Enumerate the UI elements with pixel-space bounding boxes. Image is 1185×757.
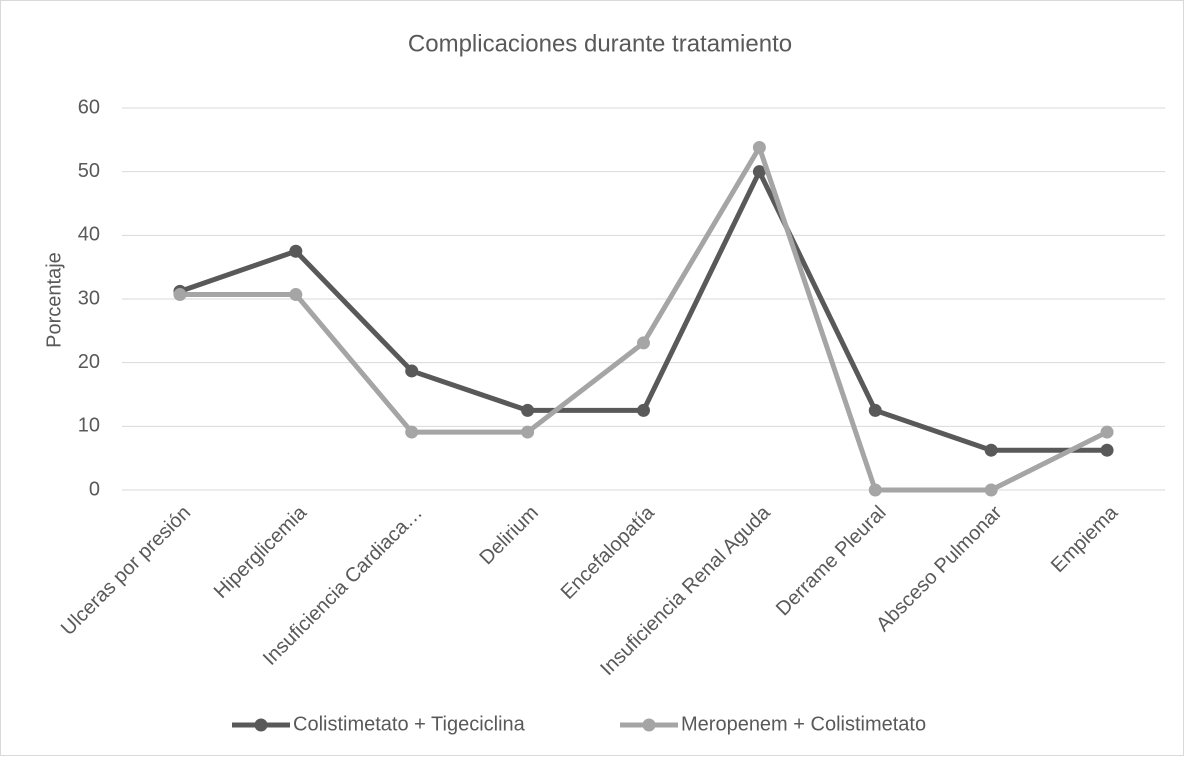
legend-label: Colistimetato + Tigeciclina [293,713,526,735]
y-tick-label: 60 [78,96,100,118]
chart-title: Complicaciones durante tratamiento [408,30,792,57]
point-marker [637,336,650,350]
point-marker [521,425,535,439]
legend-marker [254,718,268,732]
point-marker [868,483,882,497]
point-marker [289,288,303,302]
point-marker [173,288,187,302]
y-tick-label: 20 [78,351,100,373]
legend-marker [642,718,656,732]
y-axis-title: Porcentaje [43,252,65,348]
point-marker [405,425,419,439]
point-marker [405,364,419,378]
point-marker [752,165,766,179]
point-marker [1100,443,1114,457]
point-marker [984,443,998,457]
y-tick-label: 30 [78,287,100,309]
y-tick-label: 40 [78,224,100,246]
point-marker [868,403,882,417]
legend-label: Meropenem + Colistimetato [681,713,926,735]
point-marker [289,244,303,258]
point-marker [984,483,998,497]
y-tick-label: 10 [78,415,100,437]
point-marker [521,403,535,417]
point-marker [637,403,650,417]
point-marker [1100,425,1114,439]
point-marker [752,140,766,154]
y-tick-label: 0 [89,478,100,500]
y-tick-label: 50 [78,160,100,182]
